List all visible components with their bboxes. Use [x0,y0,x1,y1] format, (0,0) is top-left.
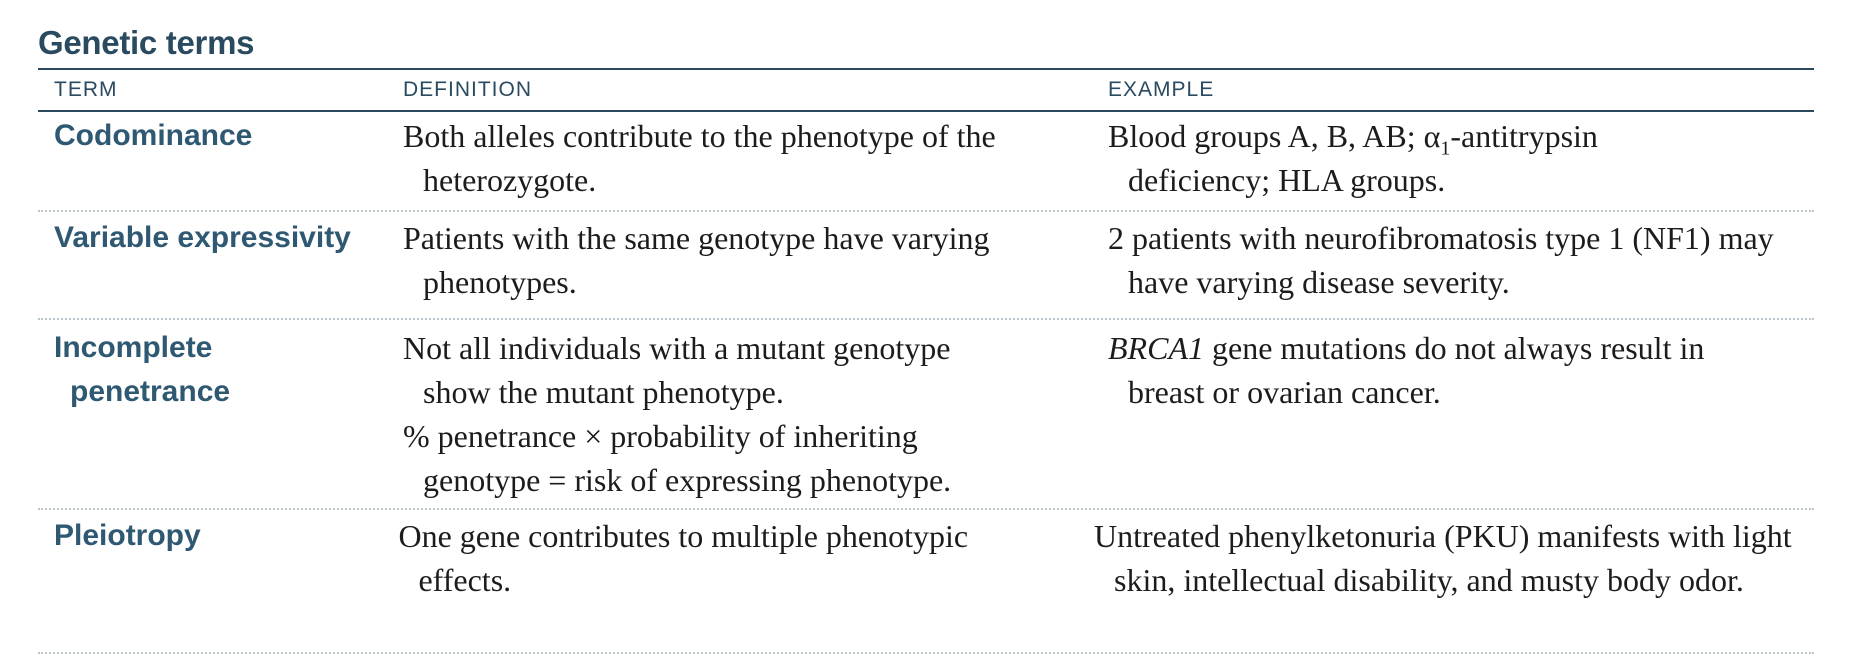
definition-cell: One gene contributes to multiple phenoty… [398,514,1094,652]
example-subscript: 1 [1440,137,1451,160]
example-text-part: -antitrypsin deficiency; HLA groups. [1128,118,1598,198]
term-cell: Pleiotropy [54,519,201,552]
definition-cell: Both alleles contribute to the phenotype… [403,114,1108,210]
example-text: 2 patients with neurofibromatosis type 1… [1108,220,1774,300]
term-line: Incomplete [54,331,213,364]
example-text-part: Blood groups A, B, AB; α [1108,118,1441,154]
term-cell: Variable expressivity [54,221,351,254]
table-title: Genetic terms [38,24,255,61]
example-cell: Untreated phenylketonuria (PKU) manifest… [1094,514,1814,652]
header-term: TERM [54,78,118,101]
header-example: EXAMPLE [1108,78,1215,101]
table-row: Pleiotropy One gene contributes to multi… [38,510,1814,654]
example-cell: 2 patients with neurofibromatosis type 1… [1108,216,1814,318]
definition-cell: Patients with the same genotype have var… [403,216,1108,318]
definition-text: One gene contributes to multiple phenoty… [398,518,969,598]
genetic-terms-table: TERM DEFINITION EXAMPLE Codominance Both… [38,68,1814,654]
example-text: Untreated phenylketonuria (PKU) manifest… [1094,518,1792,598]
genetic-terms-section: Genetic terms TERM DEFINITION EXAMPLE Co… [38,18,1814,654]
definition-text: Patients with the same genotype have var… [403,220,990,300]
table-header-row: TERM DEFINITION EXAMPLE [38,70,1814,112]
table-row: Codominance Both alleles contribute to t… [38,112,1814,212]
definition-text: Not all individuals with a mutant genoty… [403,330,951,410]
header-definition: DEFINITION [403,78,532,101]
definition-cell: Not all individuals with a mutant genoty… [403,326,1108,508]
example-text: Blood groups A, B, AB; α1-antitrypsin de… [1108,114,1688,202]
term-line: penetrance [70,375,231,408]
example-cell: Blood groups A, B, AB; α1-antitrypsin de… [1108,114,1814,210]
example-cell: BRCA1 gene mutations do not always resul… [1108,326,1814,508]
definition-text: Both alleles contribute to the phenotype… [403,118,996,198]
example-text: BRCA1 gene mutations do not always resul… [1108,326,1788,414]
table-row: Incomplete penetrance Not all individual… [38,320,1814,510]
table-row: Variable expressivity Patients with the … [38,212,1814,320]
definition-formula: % penetrance × probability of inheriting… [403,418,952,498]
term-cell: Codominance [54,119,253,152]
term-cell: Incomplete penetrance [38,326,403,508]
example-text-part: gene mutations do not always result in b… [1128,330,1705,410]
gene-name: BRCA1 [1108,330,1204,366]
